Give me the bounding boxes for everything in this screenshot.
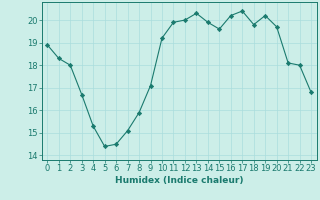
X-axis label: Humidex (Indice chaleur): Humidex (Indice chaleur) bbox=[115, 176, 244, 185]
